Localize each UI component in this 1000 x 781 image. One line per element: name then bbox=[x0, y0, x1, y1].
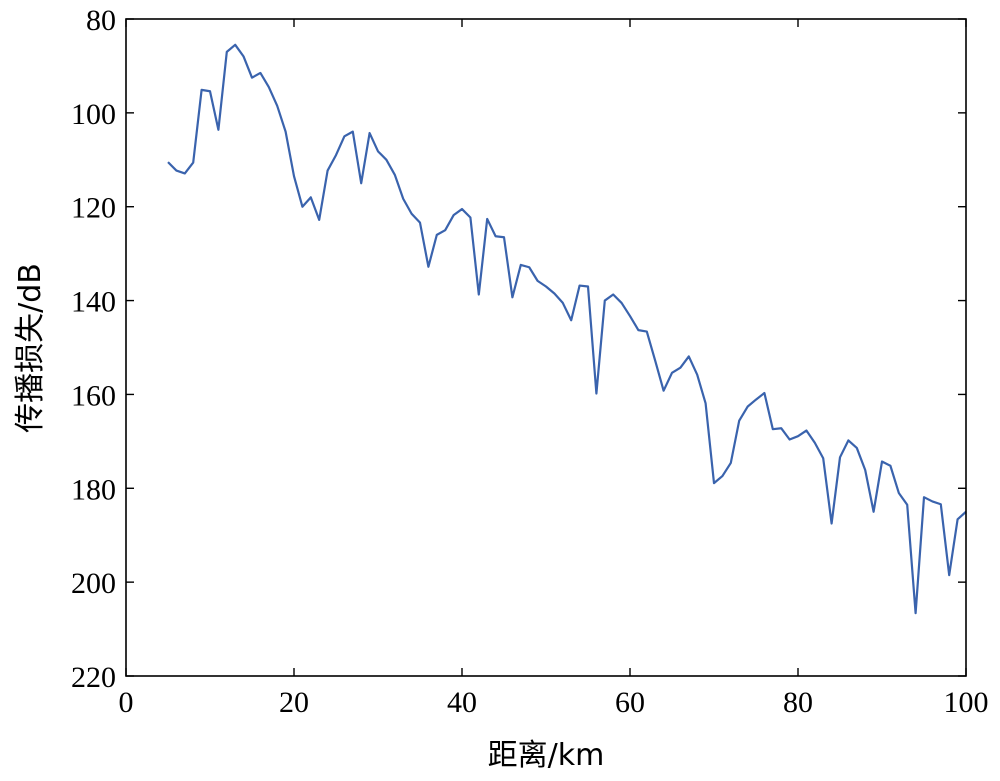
x-tick-label: 40 bbox=[447, 686, 477, 719]
y-tick-label: 80 bbox=[86, 4, 116, 37]
y-tick-label: 200 bbox=[71, 567, 116, 600]
x-tick-label: 0 bbox=[119, 686, 134, 719]
y-tick-label: 180 bbox=[71, 473, 116, 506]
x-tick-label: 60 bbox=[615, 686, 645, 719]
y-tick-label: 220 bbox=[71, 661, 116, 694]
y-tick-label: 140 bbox=[71, 286, 116, 319]
x-axis-label: 距离/km bbox=[488, 738, 605, 773]
y-tick-labels: 80 100 120 140 160 180 200 220 bbox=[71, 4, 116, 694]
y-tick-label: 120 bbox=[71, 192, 116, 225]
x-tick-label: 20 bbox=[279, 686, 309, 719]
axis-ticks bbox=[125, 18, 967, 677]
y-axis-label: 传播损失/dB bbox=[13, 263, 48, 433]
plot-frame bbox=[125, 18, 967, 677]
series-line bbox=[167, 43, 967, 615]
x-tick-label: 100 bbox=[944, 686, 989, 719]
x-tick-label: 80 bbox=[783, 686, 813, 719]
y-tick-label: 160 bbox=[71, 379, 116, 412]
x-tick-labels: 0 20 40 60 80 100 bbox=[119, 686, 989, 719]
y-tick-label: 100 bbox=[71, 98, 116, 131]
